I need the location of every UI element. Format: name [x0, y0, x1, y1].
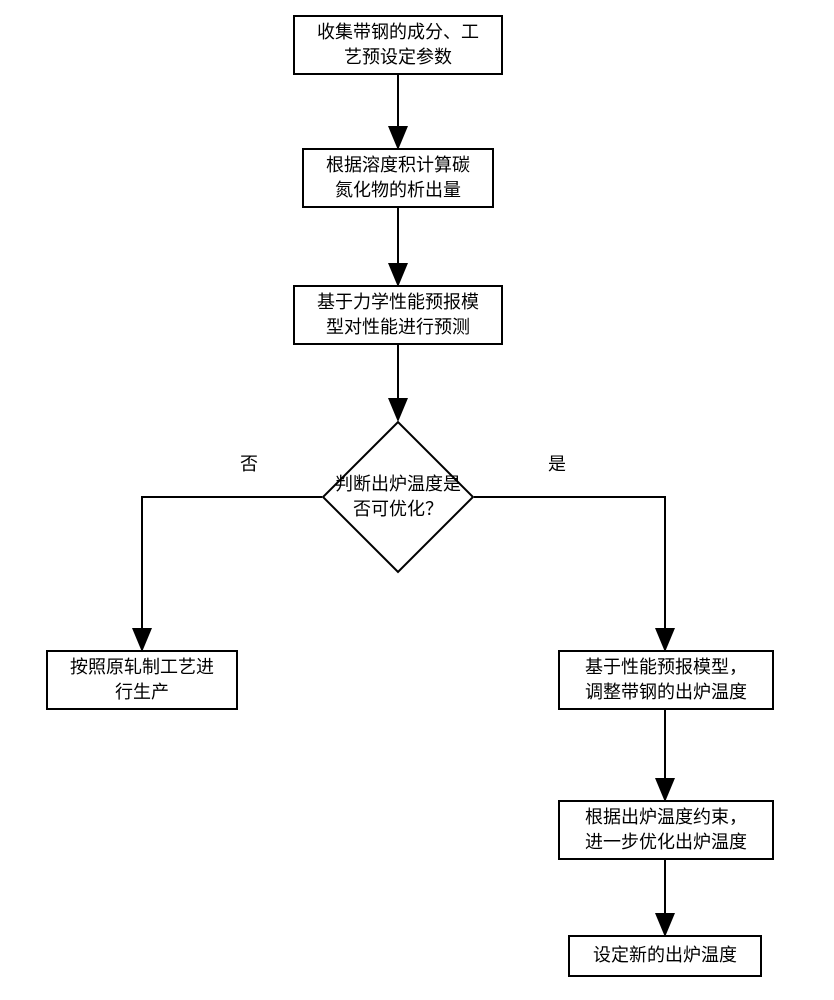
node-label: 基于力学性能预报模 型对性能进行预测	[317, 290, 479, 340]
edge-label-yes: 是	[548, 450, 566, 476]
node-original-process: 按照原轧制工艺进 行生产	[46, 650, 238, 710]
node-decision-diamond	[322, 421, 475, 574]
node-label: 根据出炉温度约束， 进一步优化出炉温度	[585, 805, 747, 855]
node-label: 收集带钢的成分、工 艺预设定参数	[317, 20, 479, 70]
label-text: 否	[240, 454, 258, 474]
node-label: 根据溶度积计算碳 氮化物的析出量	[326, 153, 470, 203]
node-label: 基于性能预报模型， 调整带钢的出炉温度	[585, 655, 747, 705]
label-text: 是	[548, 454, 566, 474]
node-collect-params: 收集带钢的成分、工 艺预设定参数	[293, 15, 503, 75]
node-adjust-temp: 基于性能预报模型， 调整带钢的出炉温度	[558, 650, 774, 710]
node-label: 按照原轧制工艺进 行生产	[70, 655, 214, 705]
node-calc-precipitation: 根据溶度积计算碳 氮化物的析出量	[302, 148, 494, 208]
node-optimize-temp: 根据出炉温度约束， 进一步优化出炉温度	[558, 800, 774, 860]
edge-label-no: 否	[240, 450, 258, 476]
node-label: 设定新的出炉温度	[593, 943, 737, 968]
node-predict-performance: 基于力学性能预报模 型对性能进行预测	[293, 285, 503, 345]
node-set-new-temp: 设定新的出炉温度	[568, 935, 762, 977]
